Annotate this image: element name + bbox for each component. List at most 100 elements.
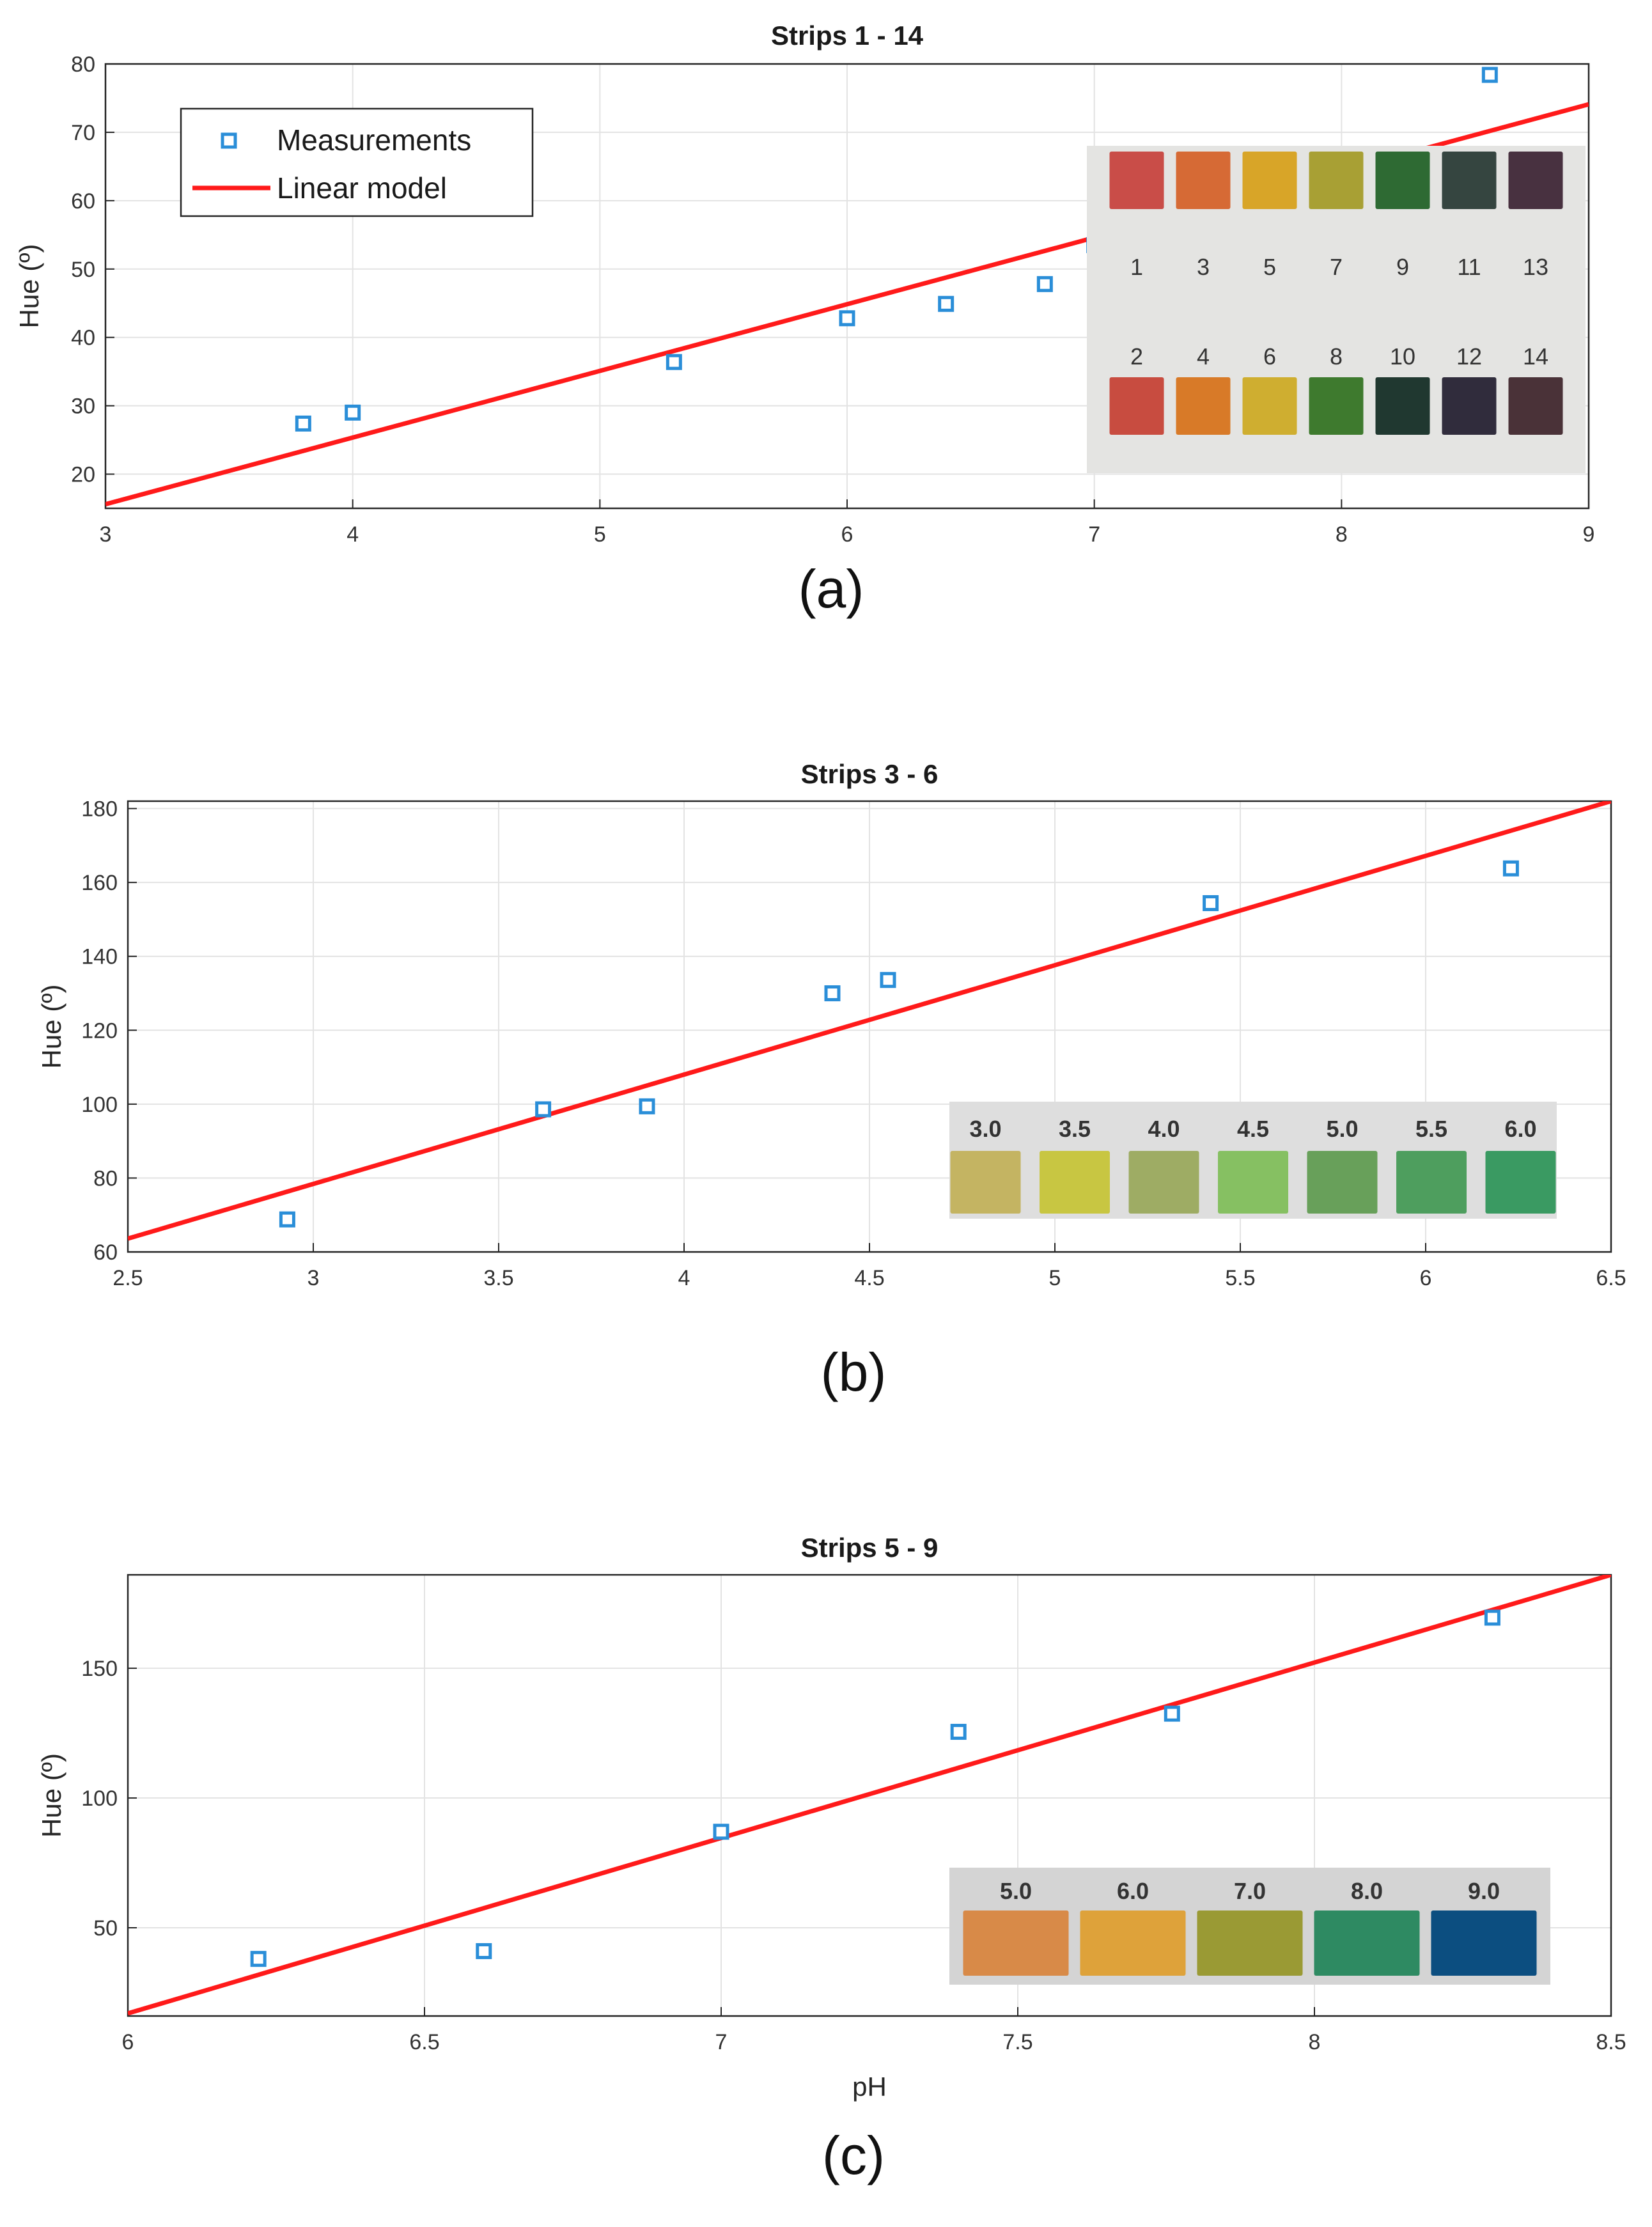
swatch-label: 5 [1263,254,1276,280]
chart-panel-c: 6 6.5 7 7.5 8 8.5 50 100 150 Strips 5 - 9 Hue (º) p… [36,1533,1626,2185]
color-swatch [950,1151,1021,1214]
measurement-point [824,985,841,1001]
color-swatch [1309,377,1364,435]
x-tick-label: 5 [1049,1266,1061,1290]
y-tick-label: 160 [81,871,118,895]
x-tick-label: 4 [347,522,359,547]
x-tick-label: 8 [1336,522,1348,547]
x-tick-label: 8.5 [1596,2030,1626,2054]
linear-model-line [128,801,1611,1241]
color-swatch [1307,1151,1378,1214]
color-swatch [963,1911,1069,1976]
y-tick-label: 100 [81,1786,118,1811]
swatch-label: 13 [1523,254,1548,280]
swatch-label: 5.5 [1415,1116,1447,1142]
color-swatch [1218,1151,1288,1214]
color-swatch [1442,152,1497,209]
measurement-point [1481,66,1498,83]
y-tick-label: 40 [71,326,95,350]
swatch-label: 5.0 [1000,1878,1032,1904]
y-tick-label: 60 [93,1240,118,1265]
y-tick-label: 140 [81,945,118,969]
swatch-label: 8.0 [1351,1878,1383,1904]
x-tick-label: 6 [841,522,853,547]
panel-label: (c) [822,2125,885,2185]
chart-title: Strips 3 - 6 [801,759,939,789]
y-tick-label: 120 [81,1019,118,1043]
color-swatch [1375,377,1430,435]
measurement-point [639,1098,655,1114]
color-swatch [1396,1151,1467,1214]
y-tick-label: 150 [81,1657,118,1681]
color-swatch [1197,1911,1303,1976]
measurement-point [476,1943,492,1960]
swatch-label: 4.5 [1237,1116,1269,1142]
swatch-label: 14 [1523,343,1548,370]
color-swatch [1109,152,1164,209]
x-tick-label: 4.5 [854,1266,884,1290]
x-tick-label: 8 [1309,2030,1321,2054]
color-swatch [1040,1151,1110,1214]
legend-label-linear-model: Linear model [277,171,447,205]
chart-panel-a: 3 4 5 6 7 8 9 20 30 40 50 60 70 80 Strips 1 - 14 Hue (º… [14,20,1594,619]
x-tick-label: 3 [308,1266,320,1290]
legend-label-measurements: Measurements [277,123,471,157]
measurement-point [1203,895,1219,911]
y-axis-label: Hue (º) [36,984,66,1068]
color-swatch [1508,152,1563,209]
color-swatch [1508,377,1563,435]
swatch-label: 9.0 [1468,1878,1500,1904]
axes-frame [127,1574,1612,2017]
x-tick-label: 6.5 [1596,1266,1626,1290]
measurement-points [295,66,1498,432]
linear-model-line [128,1575,1611,2016]
chart-title: Strips 5 - 9 [801,1533,939,1563]
measurement-point [535,1101,552,1118]
color-swatch [1242,377,1297,435]
legend-box [180,107,534,217]
y-axis-label: Hue (º) [36,1753,66,1838]
swatch-label: 7.0 [1234,1878,1266,1904]
swatch-label: 6.0 [1504,1116,1536,1142]
swatch-label: 3.5 [1059,1116,1091,1142]
measurement-point [880,972,896,988]
color-swatch [1176,377,1231,435]
ph-color-chart-inset: 5.0 6.0 7.0 8.0 9.0 [949,1868,1550,1985]
swatch-label: 3 [1197,254,1210,280]
measurement-point [713,1824,729,1840]
color-swatch [1314,1911,1420,1976]
y-tick-label: 70 [71,121,95,145]
ph-color-chart-inset: 1 3 5 7 9 11 132 4 6 8 10 12 14 [1087,146,1586,473]
swatch-label: 2 [1130,343,1143,370]
color-swatch [1109,377,1164,435]
x-axis-label: pH [852,2072,887,2102]
swatch-label: 4 [1197,343,1210,370]
y-tick-label: 30 [71,395,95,419]
measurement-points [250,1609,1500,1967]
y-tick-label: 50 [93,1916,118,1941]
x-tick-label: 5.5 [1225,1266,1255,1290]
swatch-label: 11 [1457,254,1481,280]
x-tick-label: 7 [715,2030,728,2054]
color-swatch [1442,377,1497,435]
y-tick-label: 80 [71,52,95,77]
swatch-label: 10 [1390,343,1415,370]
y-axis-label: Hue (º) [14,244,44,328]
y-tick-label: 180 [81,797,118,822]
chart-title: Strips 1 - 14 [771,20,924,51]
swatch-label: 6 [1263,343,1276,370]
x-tick-label: 6 [122,2030,134,2054]
color-swatch [1375,152,1430,209]
swatch-label: 1 [1130,254,1143,280]
panel-label: (b) [821,1342,887,1402]
panel-label: (a) [799,559,864,619]
y-tick-label: 50 [71,258,95,282]
ph-color-chart-inset: 3.0 3.5 4.0 4.5 5.0 5.5 6.0 [949,1102,1557,1219]
x-tick-label: 6 [1420,1266,1432,1290]
measurement-point [250,1951,267,1967]
swatch-label: 7 [1330,254,1343,280]
color-swatch [1309,152,1364,209]
legend-marker-icon [221,132,237,149]
swatch-label: 6.0 [1117,1878,1149,1904]
measurement-point [839,310,855,327]
